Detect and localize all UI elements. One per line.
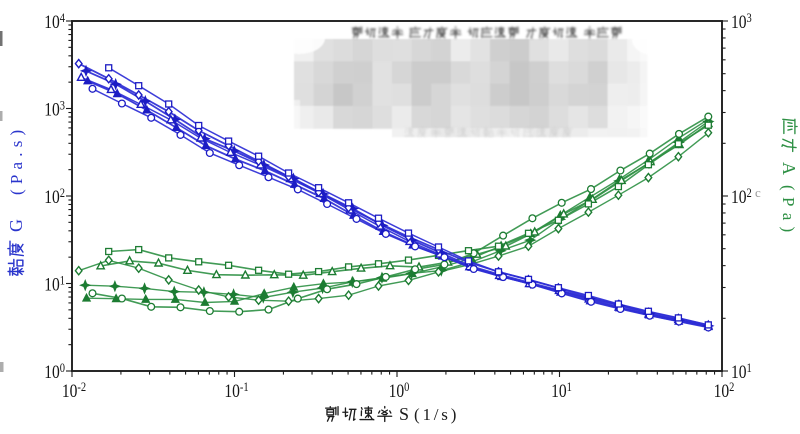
svg-text:(1/s): (1/s) bbox=[414, 405, 459, 424]
svg-text:(Pa): (Pa) bbox=[779, 185, 798, 239]
svg-text:c: c bbox=[755, 185, 761, 200]
svg-text:(Pa.s): (Pa.s) bbox=[7, 125, 26, 195]
svg-text:S: S bbox=[399, 404, 409, 424]
svg-text:A: A bbox=[779, 162, 799, 175]
svg-text:G: G bbox=[6, 219, 26, 232]
